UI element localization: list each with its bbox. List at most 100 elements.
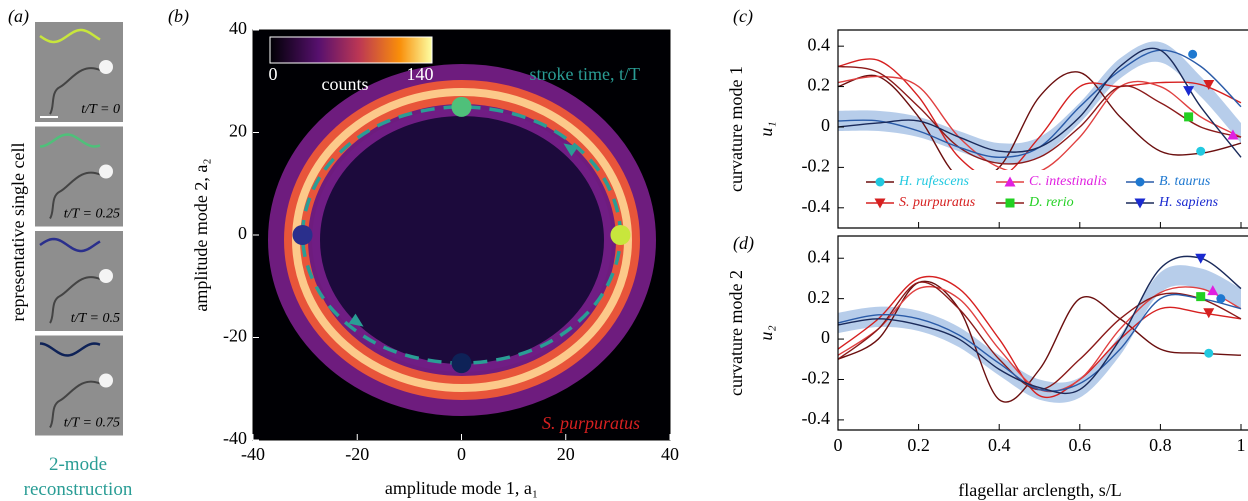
y-tick-label: 20 bbox=[229, 121, 247, 141]
series-marker bbox=[1195, 253, 1207, 264]
flagellum bbox=[49, 67, 101, 115]
y-tick-label: 0 bbox=[821, 327, 830, 347]
direction-arrow bbox=[348, 313, 364, 327]
phase-point bbox=[292, 225, 313, 245]
cell-frame: t/T = 0.75 bbox=[35, 335, 123, 436]
y-tick-label: -0.4 bbox=[802, 408, 831, 428]
cell-frame: t/T = 0.5 bbox=[35, 231, 123, 331]
flagellum bbox=[49, 171, 101, 220]
heatmap bbox=[268, 64, 656, 416]
y-tick-label: -20 bbox=[223, 326, 247, 346]
x-tick-label: 0 bbox=[457, 444, 466, 464]
cell-head bbox=[99, 164, 113, 179]
series-line bbox=[838, 275, 1242, 398]
frame-label: t/T = 0.5 bbox=[71, 311, 120, 326]
series-line bbox=[838, 58, 1242, 179]
y-tick-label: 0.2 bbox=[808, 287, 831, 307]
series-marker bbox=[1203, 80, 1215, 91]
frame-label: t/T = 0.75 bbox=[64, 416, 120, 431]
reconstruction-curve bbox=[39, 237, 101, 253]
legend: H. rufescens S. purpuratus C. intestinalis… bbox=[860, 170, 1248, 216]
x-tick-label: -20 bbox=[345, 444, 369, 464]
legend-marker bbox=[1005, 198, 1015, 208]
frame-label: t/T = 0.25 bbox=[64, 207, 120, 222]
y-tick-label: 0 bbox=[821, 115, 830, 135]
y-tick-label: -0.2 bbox=[802, 368, 831, 388]
frame-label: t/T = 0 bbox=[81, 102, 120, 117]
series-line bbox=[838, 71, 1242, 183]
cell-frame: t/T = 0 bbox=[35, 22, 123, 122]
cell-head bbox=[99, 60, 113, 74]
y-axis-label: representative single cell bbox=[8, 143, 28, 322]
legend-marker bbox=[1004, 176, 1016, 187]
x-tick-label: 0.4 bbox=[988, 435, 1011, 455]
series-marker bbox=[1227, 129, 1239, 140]
panel-label: (b) bbox=[168, 6, 189, 27]
plot-frame bbox=[837, 235, 1248, 431]
colorbar-label: counts bbox=[322, 74, 369, 94]
x-tick-label: 0 bbox=[834, 435, 843, 455]
series-marker bbox=[1216, 294, 1226, 304]
flagellum bbox=[49, 276, 101, 324]
series-marker bbox=[1183, 86, 1195, 97]
panel-label: (c) bbox=[733, 6, 753, 27]
y-axis-label: amplitude mode 2, a₂ bbox=[191, 158, 211, 311]
y-tick-label: 0.2 bbox=[808, 75, 831, 95]
colorbar bbox=[269, 36, 433, 64]
y-axis-label: u₁ bbox=[756, 121, 776, 136]
legend-label: H. sapiens bbox=[1158, 195, 1219, 210]
reconstruction-curve bbox=[39, 342, 101, 357]
heatmap-interior bbox=[312, 108, 612, 372]
y-tick-label: -0.2 bbox=[802, 156, 831, 176]
plot-area bbox=[838, 41, 1242, 183]
reconstruction-curve bbox=[39, 28, 101, 44]
legend-marker bbox=[874, 198, 886, 209]
flagellum bbox=[49, 380, 101, 429]
reconstruction-curve bbox=[39, 133, 101, 148]
y-axis-label: curvature mode 2 bbox=[726, 270, 746, 396]
legend-box bbox=[860, 170, 1248, 216]
y-axis-label: curvature mode 1 bbox=[726, 66, 746, 192]
series-line bbox=[838, 65, 1242, 165]
x-tick-label: 40 bbox=[661, 444, 679, 464]
y-tick-label: -40 bbox=[223, 428, 247, 448]
y-tick-label: 40 bbox=[229, 18, 247, 38]
direction-arrow bbox=[563, 143, 579, 157]
phase-point bbox=[610, 225, 631, 245]
series-marker bbox=[1196, 146, 1206, 156]
series-marker bbox=[1196, 292, 1206, 302]
x-tick-label: 1 bbox=[1237, 435, 1246, 455]
colorbar-tick-label: 0 bbox=[269, 64, 278, 84]
series-line bbox=[838, 293, 1242, 392]
y-tick-label: 0.4 bbox=[808, 34, 831, 54]
cell-head bbox=[99, 269, 113, 283]
legend-label: S. purpuratus bbox=[899, 195, 976, 210]
legend-marker bbox=[1134, 198, 1146, 209]
caption: 2-mode reconstruction bbox=[23, 454, 133, 500]
series-line bbox=[838, 47, 1242, 158]
phase-point bbox=[451, 353, 472, 374]
y-tick-label: -0.4 bbox=[802, 196, 831, 216]
legend-label: B. taurus bbox=[1159, 174, 1211, 189]
y-tick-label: 0.4 bbox=[808, 246, 831, 266]
legend-label: C. intestinalis bbox=[1029, 174, 1107, 189]
y-axis-label: u₂ bbox=[756, 325, 776, 340]
annotation: S. purpuratus bbox=[542, 413, 640, 433]
panel-label: (a) bbox=[8, 6, 29, 27]
x-axis-label: amplitude mode 1, a₁ bbox=[385, 478, 538, 498]
legend-label: H. rufescens bbox=[898, 174, 970, 189]
series-line bbox=[838, 281, 1242, 391]
series-marker bbox=[1203, 308, 1215, 319]
x-tick-label: 0.8 bbox=[1149, 435, 1172, 455]
x-tick-label: 0.2 bbox=[907, 435, 930, 455]
legend-marker bbox=[1135, 177, 1145, 187]
band bbox=[838, 265, 1241, 403]
band bbox=[838, 41, 1241, 164]
cell-head bbox=[99, 373, 113, 388]
y-tick-label: 0 bbox=[238, 223, 247, 243]
colorbar-tick-label: 140 bbox=[407, 64, 434, 84]
series-line bbox=[838, 255, 1242, 395]
series-line bbox=[838, 280, 1242, 403]
